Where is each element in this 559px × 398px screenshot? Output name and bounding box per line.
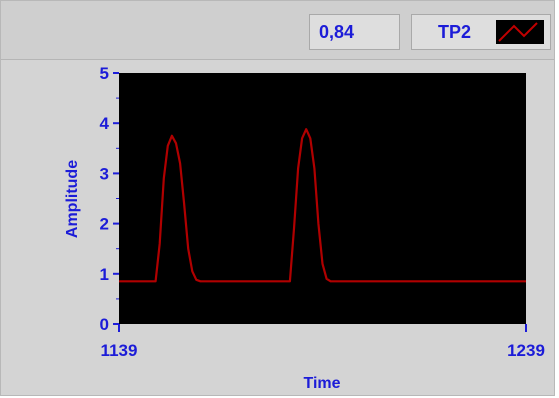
y-axis-label: Amplitude: [64, 160, 81, 238]
plot-legend[interactable]: TP2: [411, 14, 551, 50]
x-tick-label: 1239: [507, 341, 545, 360]
y-tick-label: 1: [100, 265, 109, 284]
series-layer: [119, 128, 526, 283]
series-line-tp2: [119, 128, 526, 283]
x-tick-label: 1139: [101, 341, 138, 360]
legend-label: TP2: [438, 22, 472, 42]
y-tick-label: 5: [100, 64, 109, 83]
y-tick-label: 4: [100, 114, 110, 133]
line-style-icon: [496, 20, 544, 44]
y-tick-label: 3: [100, 164, 109, 183]
plot-area[interactable]: [119, 73, 526, 324]
cursor-value-display[interactable]: 0,84: [309, 14, 400, 50]
y-axis: 0 1 2 3 4 5: [100, 64, 119, 334]
y-tick-label: 0: [100, 315, 109, 334]
x-axis-label: Time: [303, 375, 340, 392]
x-axis: 1139 1239: [101, 324, 545, 360]
graph-toolbar: 0,84 TP2: [1, 1, 554, 60]
y-tick-label: 2: [100, 215, 109, 234]
